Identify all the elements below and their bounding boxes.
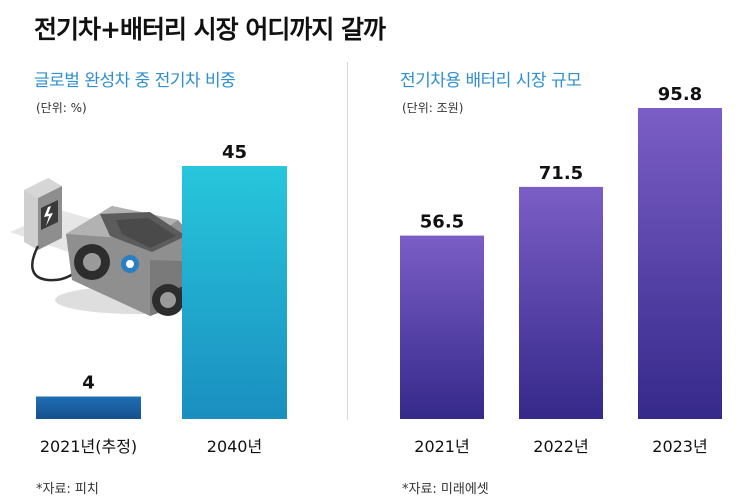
right-chart-source: *자료: 미래에셋 bbox=[402, 482, 489, 497]
main-title: 전기차+배터리 시장 어디까지 갈까 bbox=[34, 15, 386, 44]
right-chart-title: 전기차용 배터리 시장 규모 bbox=[400, 71, 582, 91]
bar-left-1 bbox=[182, 166, 287, 419]
bar-right-2-value: 95.8 bbox=[658, 84, 702, 105]
bar-left-0-value: 4 bbox=[82, 373, 95, 394]
bar-right-1-value: 71.5 bbox=[539, 163, 583, 184]
left-chart-source: *자료: 피치 bbox=[36, 482, 99, 497]
bar-right-2-category: 2023년 bbox=[652, 437, 707, 456]
charging-station-icon bbox=[24, 178, 93, 282]
bar-right-2 bbox=[638, 108, 722, 419]
left-chart-unit: (단위: %) bbox=[36, 101, 87, 115]
left-bar-chart: 4 45 2021년(추정) 2040년 bbox=[36, 142, 287, 456]
bar-left-0 bbox=[36, 396, 141, 419]
bar-right-0-category: 2021년 bbox=[414, 437, 469, 456]
bar-right-0-value: 56.5 bbox=[420, 212, 464, 233]
panel-divider bbox=[347, 62, 348, 420]
bar-right-1 bbox=[519, 186, 603, 419]
charts-canvas: 4 45 2021년(추정) 2040년 56.5 71.5 95.8 2021… bbox=[10, 84, 722, 456]
left-chart-title: 글로벌 완성차 중 전기차 비중 bbox=[34, 71, 236, 91]
bar-left-1-value: 45 bbox=[222, 142, 247, 163]
ev-charging-car-illustration bbox=[10, 178, 216, 316]
bar-left-1-category: 2040년 bbox=[207, 437, 262, 456]
right-chart-unit: (단위: 조원) bbox=[402, 101, 464, 115]
right-bar-chart: 56.5 71.5 95.8 2021년 2022년 2023년 bbox=[400, 84, 722, 456]
bar-right-1-category: 2022년 bbox=[533, 437, 588, 456]
bar-left-0-category: 2021년(추정) bbox=[40, 437, 137, 456]
bar-right-0 bbox=[400, 235, 484, 419]
